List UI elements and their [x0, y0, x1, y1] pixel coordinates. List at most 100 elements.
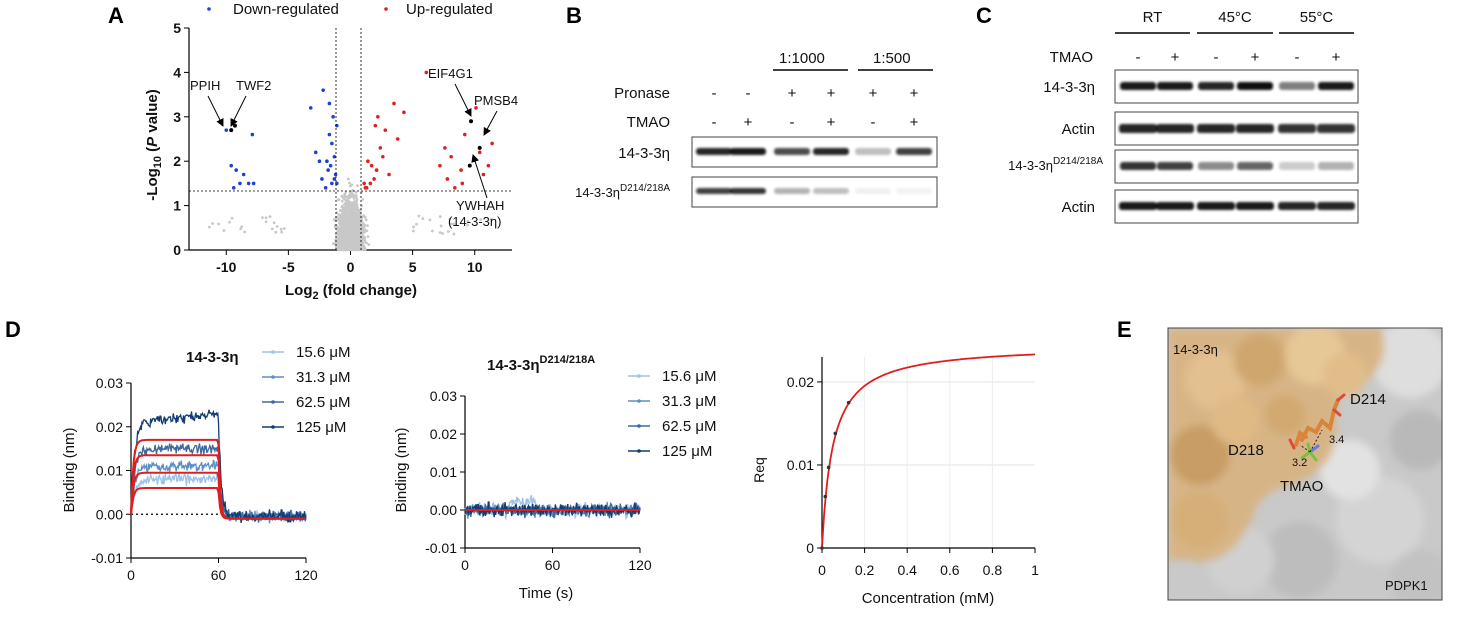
volcano-point-highlight	[232, 123, 237, 128]
volcano-point-ns	[340, 199, 344, 203]
band-c2	[1317, 124, 1355, 133]
volcano-point-ns	[356, 184, 359, 188]
tmao-sign-b: -	[712, 114, 717, 131]
volcano-point-ns	[360, 204, 363, 208]
volcano-point-highlight	[469, 119, 474, 124]
tmao-sign-b: -	[871, 114, 876, 131]
volcano-point-up	[374, 168, 379, 172]
band-b2	[896, 188, 932, 194]
volcano-point-down	[328, 163, 333, 168]
legend-marker	[637, 399, 641, 403]
volcano-point-ns	[344, 190, 348, 194]
volcano-point-ns	[355, 231, 359, 235]
volcano-point-ns	[352, 247, 356, 251]
structure-frame	[1167, 327, 1443, 601]
e-label-d214: D214	[1350, 391, 1386, 408]
bli-xtick-label: 60	[211, 567, 227, 583]
volcano-point-ns	[272, 221, 276, 225]
band-b2	[813, 188, 849, 194]
volcano-ytick-label: 3	[173, 109, 181, 125]
volcano-point-ns	[239, 227, 243, 231]
volcano-point-up	[486, 163, 491, 168]
volcano-point-ns	[356, 234, 360, 237]
volcano-point-ns	[337, 213, 341, 217]
volcano-point-up	[481, 172, 486, 177]
sat-xtick-label: 0	[818, 562, 826, 578]
volcano-point-up	[445, 177, 450, 181]
volcano-point-ns	[452, 222, 456, 226]
volcano-point-down	[224, 128, 229, 132]
volcano-ylabel: -Log10 (P value)	[144, 89, 164, 200]
volcano-point-up	[369, 163, 374, 168]
volcano-point-ns	[264, 220, 268, 224]
bli-ytick-label: 0.00	[430, 502, 457, 518]
label-eif4g1: EIF4G1	[428, 66, 473, 81]
volcano-point-ns	[364, 218, 368, 222]
volcano-point-ns	[363, 215, 367, 219]
band-b1	[730, 148, 766, 155]
volcano-point-ns	[361, 197, 365, 201]
volcano-point-ns	[348, 230, 352, 233]
bli-xtick-label: 120	[294, 567, 318, 583]
volcano-point-highlight	[467, 163, 472, 168]
label-ppih: PPIH	[190, 78, 220, 93]
volcano-point-up	[368, 181, 373, 186]
volcano-point-ns	[343, 194, 347, 198]
volcano-point-down	[308, 106, 313, 110]
volcano-point-down	[317, 159, 322, 163]
volcano-point-down	[313, 150, 318, 155]
volcano-point-ns	[352, 194, 356, 198]
dilution-1000: 1:1000	[779, 50, 825, 67]
volcano-point-ns	[279, 227, 283, 231]
volcano-point-ns	[336, 198, 340, 202]
volcano-point-ns	[361, 242, 364, 246]
volcano-point-ns	[348, 181, 351, 185]
d-right-ylabel: Req	[751, 457, 767, 483]
label-ywhah: YWHAH	[456, 198, 504, 213]
legend-up-marker	[384, 7, 388, 11]
sat-point	[820, 546, 824, 550]
volcano-xtick-label: -5	[282, 259, 295, 275]
sat-xtick-label: 1	[1031, 562, 1039, 578]
volcano-point-ns	[428, 218, 432, 222]
volcano-point-ns	[358, 209, 361, 213]
volcano-point-ns	[282, 227, 286, 230]
tmao-sign-c: -	[1136, 49, 1141, 66]
d-mid-ylabel: Binding (nm)	[393, 427, 410, 512]
volcano-point-ns	[356, 229, 360, 233]
volcano-point-ns	[344, 204, 348, 208]
blot-c2-label: Actin	[1062, 121, 1095, 138]
volcano-point-ns	[334, 241, 338, 245]
legend-label: 125 μM	[296, 419, 346, 436]
volcano-point-down	[326, 168, 330, 172]
blot-c3-label: 14-3-3ηD214/218A	[1008, 156, 1103, 173]
volcano-point-ns	[348, 248, 352, 251]
volcano-point-up	[383, 128, 388, 132]
bli-ytick-label: -0.01	[91, 550, 123, 566]
volcano-point-up	[438, 163, 442, 168]
arrow-eif4g1	[454, 83, 472, 117]
volcano-point-ns	[346, 199, 350, 203]
volcano-point-ns	[356, 248, 360, 252]
volcano-point-up	[477, 150, 482, 155]
volcano-point-ns	[264, 216, 268, 220]
volcano-point-ns	[342, 247, 346, 251]
volcano-point-ns	[339, 209, 342, 212]
volcano-point-ns	[268, 215, 272, 219]
band-c3	[1120, 162, 1156, 170]
band-c2	[1197, 124, 1235, 133]
volcano-point-ns	[349, 222, 352, 226]
volcano-point-up	[366, 159, 370, 163]
panel-c-letter: C	[976, 3, 992, 28]
volcano-point-down	[250, 132, 255, 137]
label-pmsb4: PMSB4	[474, 93, 518, 108]
tmao-sign-c: -	[1295, 49, 1300, 66]
legend-marker	[271, 375, 275, 379]
volcano-point-ns	[337, 239, 340, 243]
e-label-tmao: TMAO	[1280, 478, 1323, 495]
tmao-sign-c: +	[1171, 49, 1180, 66]
legend-up-label: Up-regulated	[406, 1, 493, 18]
bli-xtick-label: 0	[461, 557, 469, 573]
volcano-point-up	[402, 110, 406, 115]
